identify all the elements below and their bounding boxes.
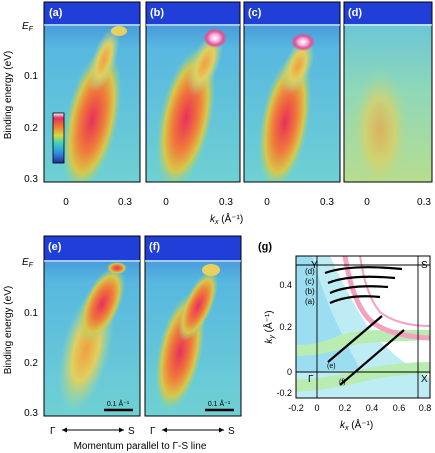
panel-label-f: (f) (149, 241, 160, 253)
panel-d (344, 2, 432, 182)
xtick-a-0: 0 (63, 197, 69, 208)
top-ytick-0.2: 0.2 (24, 123, 38, 134)
cut-label-d: (d) (305, 267, 315, 276)
s-label-e: S (128, 426, 135, 437)
panel-label-b: (b) (150, 7, 164, 19)
g-corner-gamma: Γ (308, 374, 314, 385)
g-xtick-0.8: 0.8 (419, 403, 432, 413)
xtick-c-0.3: 0.3 (320, 197, 334, 208)
g-y-axis: 0.4 0.2 0 -0.2 ky (Å⁻¹) (262, 280, 292, 398)
cut-label-c: (c) (305, 277, 315, 286)
bottom-ytick-0.1: 0.1 (24, 308, 38, 319)
g-xtick-0.2: 0.2 (339, 403, 352, 413)
g-xtick-0.4: 0.4 (366, 403, 379, 413)
g-corner-x: X (421, 374, 428, 385)
scalebar-label-e: 0.1 Å⁻¹ (107, 399, 130, 408)
gamma-label-e: Γ (50, 426, 56, 437)
top-ytick-0.1: 0.1 (24, 71, 38, 82)
top-ytick-0.3: 0.3 (24, 174, 38, 185)
cut-label-f: (f) (339, 379, 346, 386)
g-xtick-0.6: 0.6 (393, 403, 406, 413)
panel-c (244, 2, 340, 182)
gamma-label-f: Γ (150, 426, 156, 437)
top-y-axis: EF 0.1 0.2 0.3 Binding energy (eV) (3, 21, 38, 185)
xtick-d-0: 0 (364, 197, 370, 208)
panel-label-d: (d) (348, 7, 362, 19)
g-xtick--0.2: -0.2 (288, 403, 304, 413)
s-label-f: S (228, 426, 235, 437)
bottom-ytick-ef: EF (22, 257, 34, 269)
top-ylabel: Binding energy (eV) (3, 51, 14, 139)
g-ytick-0.2: 0.2 (279, 322, 292, 332)
g-x-axis: -0.2 0 0.2 0.4 0.6 0.8 kx (Å⁻¹) (288, 403, 431, 432)
colorbar (52, 112, 65, 164)
bottom-y-axis: EF 0.1 0.2 0.3 Binding energy (eV) (3, 257, 38, 419)
bottom-ytick-0.3: 0.3 (24, 408, 38, 419)
panel-g: (g) (258, 241, 431, 432)
bottom-xlabel: Momentum parallel to Γ-S line (74, 441, 207, 452)
g-corner-y: Y (311, 260, 318, 271)
panel-f (145, 236, 241, 416)
panel-a (44, 2, 140, 182)
top-x-axis: 0 0.3 0 0.3 0 0.3 0 0.3 kx (Å⁻¹) (63, 197, 431, 226)
g-ylabel: ky (Å⁻¹) (262, 310, 276, 343)
bottom-ylabel: Binding energy (eV) (3, 286, 14, 374)
cut-label-a: (a) (305, 297, 315, 306)
g-ytick-0.4: 0.4 (279, 280, 292, 290)
panel-label-g: (g) (258, 241, 272, 253)
xtick-b-0.3: 0.3 (219, 197, 233, 208)
panel-e (44, 236, 140, 416)
scalebar-label-f: 0.1 Å⁻¹ (208, 399, 231, 408)
xtick-b-0: 0 (163, 197, 169, 208)
g-ytick-0: 0 (287, 367, 292, 377)
xtick-c-0: 0 (264, 197, 270, 208)
g-ytick--0.2: -0.2 (276, 388, 292, 398)
cut-label-b: (b) (305, 287, 315, 296)
bottom-x-axis: Γ S Γ S Momentum parallel to Γ-S line (50, 426, 235, 452)
panel-label-a: (a) (49, 7, 63, 19)
top-xlabel: kx (Å⁻¹) (210, 212, 243, 226)
cut-label-e: (e) (327, 363, 336, 370)
xtick-d-0.3: 0.3 (417, 197, 431, 208)
panel-label-c: (c) (248, 7, 262, 19)
bottom-ytick-0.2: 0.2 (24, 358, 38, 369)
panel-b (146, 2, 240, 182)
g-xlabel: kx (Å⁻¹) (340, 418, 373, 432)
g-xtick-0: 0 (314, 403, 319, 413)
g-corner-s: S (421, 260, 428, 271)
panel-label-e: (e) (48, 241, 62, 253)
xtick-a-0.3: 0.3 (118, 197, 132, 208)
top-ytick-ef: EF (22, 21, 34, 33)
